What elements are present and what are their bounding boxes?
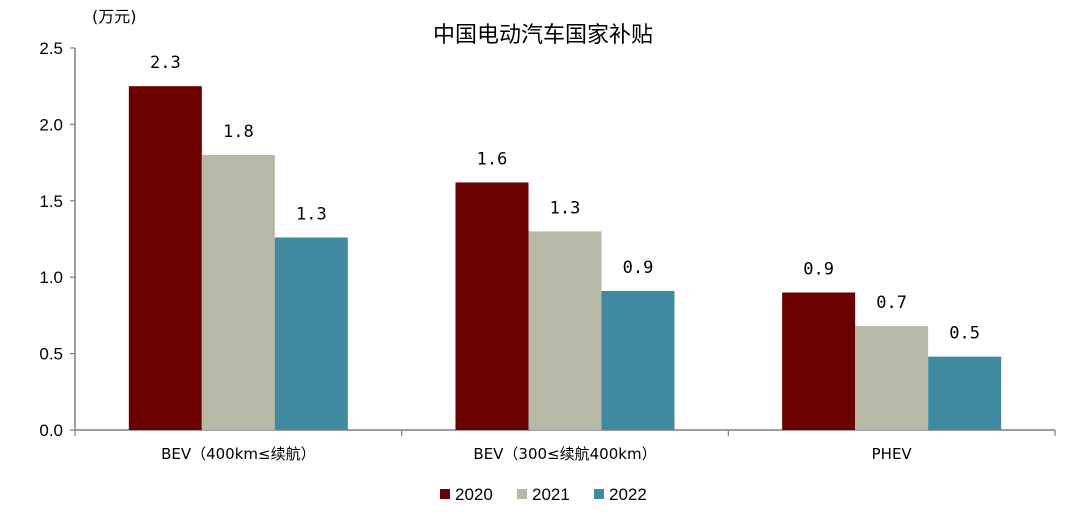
legend-swatch-2020 bbox=[440, 489, 450, 499]
bar-2022 bbox=[274, 237, 348, 430]
bar-2022 bbox=[601, 290, 675, 430]
legend-swatch-2021 bbox=[517, 489, 527, 499]
x-category-label: PHEV bbox=[872, 445, 913, 463]
x-category-label: BEV（400km≤续航） bbox=[161, 445, 316, 463]
legend-swatch-2022 bbox=[594, 489, 604, 499]
legend-label: 2021 bbox=[532, 485, 570, 504]
data-label: 0.9 bbox=[623, 258, 654, 278]
data-label: 0.9 bbox=[803, 259, 834, 279]
y-tick-label: 1.5 bbox=[39, 192, 63, 211]
legend-label: 2020 bbox=[455, 485, 493, 504]
bars bbox=[128, 86, 1002, 430]
data-label: 0.7 bbox=[876, 293, 907, 313]
data-label: 1.8 bbox=[223, 122, 254, 142]
data-label: 1.3 bbox=[296, 204, 327, 224]
y-tick-label: 0.0 bbox=[39, 421, 63, 440]
legend: 2020 2021 2022 bbox=[440, 485, 647, 504]
y-unit-label: (万元) bbox=[92, 7, 137, 26]
chart-title: 中国电动汽车国家补贴 bbox=[433, 23, 653, 48]
bar-2020 bbox=[782, 292, 856, 430]
bar-2020 bbox=[455, 182, 529, 430]
data-label: 1.3 bbox=[550, 198, 581, 218]
y-tick-label: 2.0 bbox=[39, 115, 63, 134]
bar-2021 bbox=[528, 231, 602, 430]
x-category-label: BEV（300≤续航400km） bbox=[473, 445, 656, 463]
legend-label: 2022 bbox=[609, 485, 647, 504]
y-tick-label: 2.5 bbox=[39, 39, 63, 58]
data-label: 0.5 bbox=[949, 324, 980, 344]
data-labels: 2.3 1.8 1.3 1.6 1.3 0.9 0.9 0.7 0.5 bbox=[150, 53, 980, 343]
bar-2020 bbox=[128, 86, 202, 430]
data-label: 1.6 bbox=[477, 149, 508, 169]
bar-2021 bbox=[855, 326, 929, 430]
bar-2021 bbox=[201, 154, 275, 430]
y-tick-label: 1.0 bbox=[39, 268, 63, 287]
axes: 0.0 0.5 1.0 1.5 2.0 2.5 BEV（400km≤续航） BEV（300≤续… bbox=[39, 39, 1056, 463]
y-tick-label: 0.5 bbox=[39, 345, 63, 364]
bar-2022 bbox=[928, 356, 1002, 430]
data-label: 2.3 bbox=[150, 53, 181, 73]
